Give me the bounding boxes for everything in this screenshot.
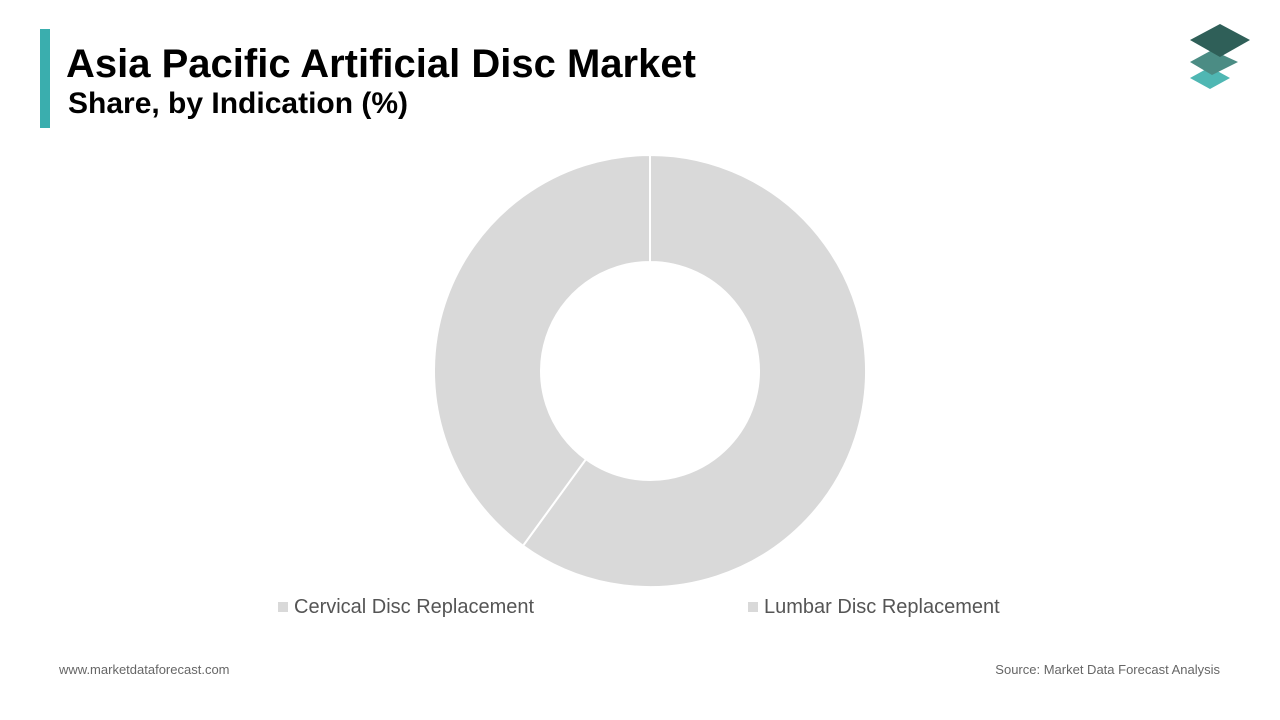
chart-legend: Cervical Disc Replacement Lumbar Disc Re… xyxy=(0,594,1280,620)
page-subtitle: Share, by Indication (%) xyxy=(68,87,409,120)
logo-layer-middle xyxy=(1190,50,1238,75)
logo-layer-top xyxy=(1190,24,1250,57)
legend-label-lumbar: Lumbar Disc Replacement xyxy=(764,596,1000,618)
page-title: Asia Pacific Artificial Disc Market xyxy=(66,42,696,86)
footer-source: Source: Market Data Forecast Analysis xyxy=(995,662,1220,677)
legend-item-cervical: Cervical Disc Replacement xyxy=(278,594,534,620)
title-accent-bar xyxy=(40,29,50,128)
legend-item-lumbar: Lumbar Disc Replacement xyxy=(748,594,1000,620)
legend-swatch-cervical xyxy=(278,602,288,612)
donut-slice-cervical xyxy=(521,153,867,588)
legend-swatch-lumbar xyxy=(748,602,758,612)
legend-label-cervical: Cervical Disc Replacement xyxy=(294,596,535,618)
footer-website: www.marketdataforecast.com xyxy=(59,662,230,677)
logo-layer-bottom xyxy=(1190,67,1230,89)
donut-slice-lumbar xyxy=(433,153,651,548)
stacked-layers-icon xyxy=(1190,24,1250,89)
